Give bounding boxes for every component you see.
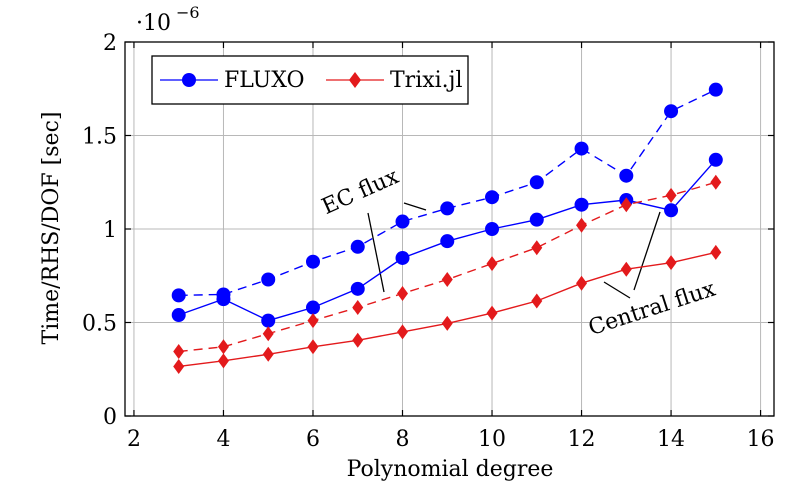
x-tick-label: 6 xyxy=(306,427,320,452)
data-point-fluxo-central-flux xyxy=(664,203,679,218)
legend-label-trixi: Trixi.jl xyxy=(390,68,463,93)
x-tick-label: 16 xyxy=(747,427,775,452)
data-point-fluxo-ec-flux xyxy=(574,141,589,156)
y-tick-label: 0 xyxy=(103,405,117,430)
legend: FLUXO Trixi.jl xyxy=(151,55,469,105)
data-point-fluxo-central-flux xyxy=(574,197,589,212)
data-point-fluxo-central-flux xyxy=(485,222,500,236)
y-scale-factor: ·10 xyxy=(136,11,171,36)
data-point-fluxo-central-flux xyxy=(171,308,186,323)
data-point-trixi-jl-ec-flux xyxy=(665,187,677,203)
data-point-trixi-jl-central-flux xyxy=(352,332,364,348)
data-point-trixi-jl-central-flux xyxy=(620,261,632,277)
data-point-trixi-jl-central-flux xyxy=(576,275,588,291)
data-point-fluxo-ec-flux xyxy=(485,190,500,205)
y-tick-label: 1.5 xyxy=(82,125,117,150)
data-point-trixi-jl-central-flux xyxy=(531,293,543,309)
x-tick-label: 14 xyxy=(657,427,685,452)
legend-marker-fluxo xyxy=(182,73,196,87)
data-point-trixi-jl-central-flux xyxy=(397,324,409,340)
data-point-trixi-jl-ec-flux xyxy=(620,197,632,213)
ec-flux-leader-1 xyxy=(367,212,385,293)
data-point-trixi-jl-ec-flux xyxy=(486,256,498,272)
central-flux-leader-2 xyxy=(603,281,631,299)
series-line-fluxo-ec-flux xyxy=(178,89,717,297)
data-point-trixi-jl-central-flux xyxy=(307,339,319,355)
data-point-trixi-jl-central-flux xyxy=(665,255,677,271)
y-scale-exponent: −6 xyxy=(176,3,200,22)
x-axis-label: Polynomial degree xyxy=(347,457,554,482)
series xyxy=(171,82,723,374)
data-point-fluxo-central-flux xyxy=(708,152,723,167)
y-tick-label: 1 xyxy=(103,218,117,243)
data-point-fluxo-central-flux xyxy=(529,212,544,227)
data-point-trixi-jl-central-flux xyxy=(441,315,453,331)
data-point-trixi-jl-ec-flux xyxy=(576,217,588,233)
ec-flux-label: EC flux xyxy=(318,164,403,220)
data-point-fluxo-central-flux xyxy=(440,234,455,249)
data-point-fluxo-ec-flux xyxy=(395,214,410,229)
data-point-fluxo-ec-flux xyxy=(305,254,320,269)
data-point-fluxo-central-flux xyxy=(305,300,320,315)
ticks: 2 4 6 8 10 12 14 16 0 0.5 1 1.5 2 xyxy=(82,31,775,452)
data-point-trixi-jl-ec-flux xyxy=(397,286,409,302)
x-tick-label: 12 xyxy=(568,427,596,452)
y-tick-label: 0.5 xyxy=(82,312,117,337)
data-point-trixi-jl-central-flux xyxy=(710,244,722,260)
data-point-fluxo-ec-flux xyxy=(261,272,276,287)
data-point-fluxo-ec-flux xyxy=(350,239,365,254)
data-point-fluxo-central-flux xyxy=(216,292,231,307)
legend-marker-trixi xyxy=(349,72,361,88)
data-point-fluxo-ec-flux xyxy=(440,201,455,216)
data-point-trixi-jl-central-flux xyxy=(262,346,274,362)
data-point-fluxo-central-flux xyxy=(395,250,410,265)
data-point-trixi-jl-ec-flux xyxy=(262,326,274,342)
data-point-fluxo-ec-flux xyxy=(619,168,634,183)
x-tick-label: 8 xyxy=(396,427,410,452)
ec-flux-leader-2 xyxy=(403,202,427,211)
data-point-trixi-jl-central-flux xyxy=(217,353,229,369)
data-point-trixi-jl-central-flux xyxy=(173,358,185,374)
x-tick-label: 4 xyxy=(216,427,230,452)
data-point-trixi-jl-ec-flux xyxy=(441,271,453,287)
central-flux-label: Central flux xyxy=(585,276,719,341)
data-point-trixi-jl-central-flux xyxy=(486,305,498,321)
data-point-trixi-jl-ec-flux xyxy=(352,300,364,316)
data-point-fluxo-ec-flux xyxy=(708,82,723,97)
data-point-trixi-jl-ec-flux xyxy=(307,313,319,329)
data-point-trixi-jl-ec-flux xyxy=(710,174,722,190)
legend-label-fluxo: FLUXO xyxy=(224,68,305,93)
data-point-fluxo-central-flux xyxy=(350,281,365,296)
x-tick-label: 2 xyxy=(127,427,141,452)
data-point-fluxo-central-flux xyxy=(261,313,276,328)
annotations: EC flux Central flux xyxy=(318,164,719,341)
data-point-trixi-jl-ec-flux xyxy=(173,343,185,359)
data-point-trixi-jl-ec-flux xyxy=(217,339,229,355)
y-axis-label: Time/RHS/DOF [sec] xyxy=(39,112,64,345)
x-tick-label: 10 xyxy=(478,427,506,452)
data-point-fluxo-ec-flux xyxy=(664,104,679,119)
y-tick-label: 2 xyxy=(103,31,117,56)
data-point-trixi-jl-ec-flux xyxy=(531,240,543,256)
central-flux-leader-1 xyxy=(633,211,661,291)
data-point-fluxo-ec-flux xyxy=(529,175,544,190)
data-point-fluxo-ec-flux xyxy=(171,288,186,303)
